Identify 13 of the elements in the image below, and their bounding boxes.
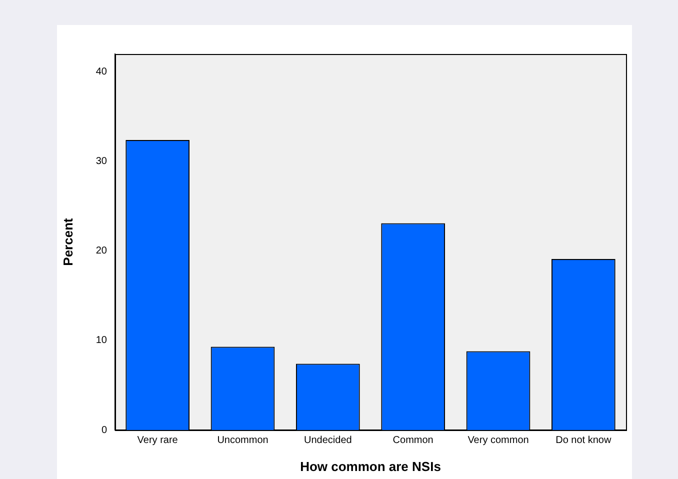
- y-tick-label: 20: [96, 246, 108, 257]
- y-tick-label: 0: [101, 424, 108, 436]
- y-tick-label: 30: [96, 156, 108, 168]
- y-axis-title: Percent: [60, 217, 76, 266]
- x-axis-title: How common are NSIs: [300, 458, 441, 474]
- x-tick-label: Very common: [468, 434, 529, 446]
- x-tick-label: Do not know: [556, 434, 612, 446]
- x-tick-label: Very rare: [137, 434, 178, 446]
- x-tick-label: Common: [392, 434, 434, 446]
- y-tick-label: 10: [96, 335, 108, 346]
- x-tick-label: Uncommon: [217, 434, 268, 446]
- x-tick-label: Undecided: [304, 434, 352, 446]
- y-tick-label: 40: [96, 66, 108, 78]
